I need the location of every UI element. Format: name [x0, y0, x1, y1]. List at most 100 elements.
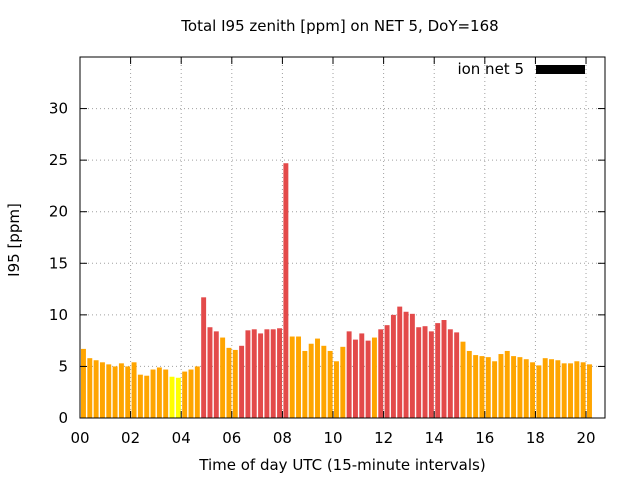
bar — [340, 346, 346, 418]
x-tick-label: 16 — [475, 429, 494, 447]
bar — [144, 375, 150, 418]
bar — [245, 330, 251, 418]
bar — [270, 329, 276, 418]
bar — [226, 347, 232, 418]
bar — [555, 360, 561, 418]
bar — [587, 364, 592, 418]
bar — [99, 362, 105, 418]
bar — [182, 371, 188, 418]
bar — [258, 333, 264, 418]
bar — [315, 338, 320, 418]
x-tick-label: 00 — [70, 429, 89, 447]
bar — [289, 336, 295, 418]
bar — [378, 329, 384, 418]
bar — [485, 357, 491, 418]
x-tick-label: 08 — [273, 429, 292, 447]
bar — [466, 350, 472, 418]
y-tick-label: 10 — [49, 306, 68, 324]
bar — [251, 329, 257, 418]
bar — [175, 377, 181, 418]
bar — [561, 363, 567, 418]
bar — [137, 374, 143, 418]
bar — [447, 329, 453, 418]
bars — [81, 163, 592, 418]
y-tick-label: 0 — [58, 409, 68, 427]
bar — [156, 367, 162, 418]
bar — [365, 340, 371, 418]
bar — [390, 314, 396, 418]
bar — [384, 325, 390, 418]
bar — [498, 354, 504, 418]
bar — [409, 313, 415, 418]
bar — [87, 358, 93, 418]
bar — [580, 362, 586, 418]
bar — [302, 350, 308, 418]
bar — [283, 163, 289, 418]
bar — [403, 311, 409, 418]
x-tick-label: 02 — [121, 429, 140, 447]
bar — [542, 358, 548, 418]
bar — [194, 366, 200, 418]
bar — [574, 361, 580, 418]
bar — [492, 361, 498, 418]
bar — [334, 361, 339, 418]
x-tick-label: 06 — [222, 429, 241, 447]
x-tick-label: 12 — [374, 429, 393, 447]
bar — [321, 345, 327, 418]
plot-border — [79, 56, 606, 419]
x-tick-label: 18 — [526, 429, 545, 447]
bar — [239, 345, 245, 418]
bar — [327, 350, 333, 418]
bar — [441, 320, 447, 418]
axes: 0 5 10 15 20 25 30 00 02 04 06 08 10 12 14 16 18 20 — [49, 56, 606, 447]
bar — [473, 355, 479, 418]
bar — [511, 356, 517, 418]
bar — [435, 323, 441, 418]
bar — [523, 359, 529, 418]
bar — [568, 363, 573, 418]
y-tick-label: 5 — [58, 357, 68, 375]
chart-title: Total I95 zenith [ppm] on NET 5, DoY=168 — [181, 17, 499, 35]
bar — [296, 336, 301, 418]
bar — [416, 327, 422, 418]
bar — [428, 331, 434, 418]
bar — [530, 362, 536, 418]
bar — [232, 349, 238, 418]
bar — [346, 331, 352, 418]
y-tick-label: 25 — [49, 151, 68, 169]
legend-label: ion net 5 — [457, 60, 524, 78]
bar — [106, 364, 112, 418]
y-tick-label: 20 — [49, 203, 68, 221]
bar — [188, 369, 194, 418]
bar — [131, 362, 137, 418]
bar — [371, 337, 377, 418]
y-tick-label: 30 — [49, 100, 68, 118]
bar — [277, 328, 283, 418]
bar — [454, 332, 460, 418]
x-tick-label: 20 — [576, 429, 595, 447]
bar — [150, 369, 156, 418]
bar — [549, 359, 555, 418]
bar — [125, 366, 131, 418]
bar — [93, 360, 99, 418]
legend-swatch — [536, 65, 585, 74]
bar — [201, 297, 207, 418]
bar — [207, 327, 213, 418]
legend — [536, 65, 585, 74]
bar — [81, 348, 86, 418]
bar — [213, 331, 219, 418]
y-tick-label: 15 — [49, 254, 68, 272]
y-axis-label: I95 [ppm] — [5, 203, 23, 277]
bar — [397, 306, 403, 418]
bar — [308, 343, 314, 418]
bar — [169, 376, 175, 418]
x-axis-label: Time of day UTC (15-minute intervals) — [199, 456, 486, 474]
bar — [118, 363, 124, 418]
bar — [460, 341, 466, 418]
bar — [536, 365, 542, 418]
bar — [359, 333, 365, 418]
bar — [517, 357, 523, 418]
bar — [220, 337, 226, 418]
